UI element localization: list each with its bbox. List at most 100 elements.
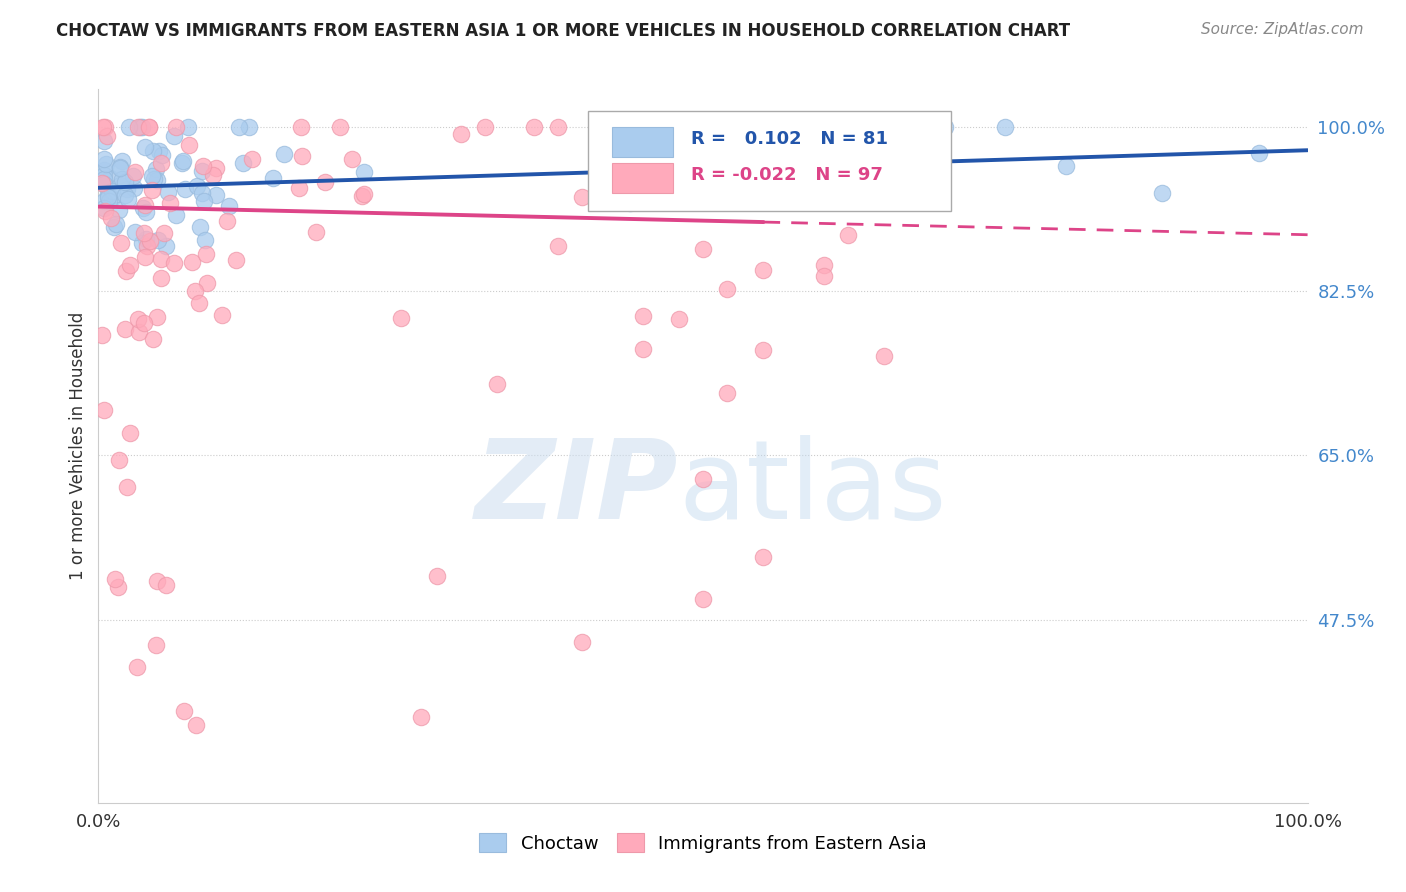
Point bbox=[165, 120, 187, 134]
Point bbox=[93, 152, 115, 166]
Point bbox=[426, 569, 449, 583]
Point bbox=[353, 165, 375, 179]
Point bbox=[114, 188, 136, 202]
Point bbox=[194, 247, 217, 261]
Point bbox=[155, 578, 177, 592]
Point bbox=[139, 235, 162, 249]
Point bbox=[692, 592, 714, 607]
Point bbox=[474, 120, 496, 134]
Point bbox=[98, 194, 121, 208]
Point bbox=[100, 191, 122, 205]
Point bbox=[128, 326, 150, 340]
Point bbox=[141, 183, 163, 197]
Point bbox=[193, 194, 215, 208]
Point bbox=[157, 185, 180, 199]
Point bbox=[194, 233, 217, 247]
Point bbox=[411, 710, 433, 724]
Point bbox=[188, 220, 211, 235]
Point bbox=[134, 140, 156, 154]
Point bbox=[124, 165, 146, 179]
Point bbox=[96, 128, 118, 143]
Text: atlas: atlas bbox=[679, 435, 948, 542]
Point bbox=[136, 238, 159, 252]
Point bbox=[486, 377, 509, 392]
Point bbox=[127, 120, 149, 134]
Point bbox=[273, 147, 295, 161]
Point bbox=[135, 205, 157, 219]
Point bbox=[117, 120, 139, 134]
Point bbox=[93, 168, 115, 182]
Point bbox=[547, 120, 569, 134]
Point bbox=[1249, 146, 1271, 161]
Point bbox=[631, 309, 654, 323]
Point bbox=[752, 549, 775, 564]
Point bbox=[218, 199, 240, 213]
Point bbox=[94, 203, 117, 218]
Point bbox=[107, 453, 129, 467]
Point bbox=[93, 171, 115, 186]
Text: ZIP: ZIP bbox=[475, 435, 679, 542]
Point bbox=[97, 186, 120, 201]
Point bbox=[131, 120, 153, 134]
Point bbox=[262, 171, 284, 186]
Point bbox=[141, 169, 163, 184]
Point bbox=[120, 425, 142, 440]
Point bbox=[135, 231, 157, 245]
Point bbox=[125, 660, 148, 674]
Point bbox=[595, 171, 617, 186]
FancyBboxPatch shape bbox=[613, 127, 672, 157]
Point bbox=[114, 322, 136, 336]
Point bbox=[205, 188, 228, 202]
Point bbox=[93, 194, 115, 209]
Point bbox=[191, 159, 214, 173]
Point bbox=[138, 120, 160, 134]
Point bbox=[291, 148, 314, 162]
Text: R =   0.102   N = 81: R = 0.102 N = 81 bbox=[690, 130, 889, 148]
Point bbox=[115, 182, 138, 196]
Point bbox=[172, 154, 194, 169]
Text: CHOCTAW VS IMMIGRANTS FROM EASTERN ASIA 1 OR MORE VEHICLES IN HOUSEHOLD CORRELAT: CHOCTAW VS IMMIGRANTS FROM EASTERN ASIA … bbox=[56, 22, 1070, 40]
Point bbox=[228, 120, 250, 134]
Point bbox=[146, 574, 169, 589]
Point bbox=[117, 192, 139, 206]
Point bbox=[873, 349, 896, 363]
Point bbox=[163, 129, 186, 144]
Point bbox=[111, 154, 134, 169]
Point bbox=[100, 211, 122, 225]
Point bbox=[873, 120, 896, 134]
Point bbox=[389, 311, 412, 326]
Point bbox=[122, 181, 145, 195]
Point bbox=[153, 226, 176, 240]
Point bbox=[107, 580, 129, 594]
Point bbox=[104, 218, 127, 232]
Point bbox=[108, 202, 131, 217]
Point bbox=[290, 120, 312, 134]
Point bbox=[93, 202, 115, 216]
Point bbox=[150, 147, 173, 161]
Point bbox=[104, 572, 127, 586]
Point bbox=[115, 480, 138, 494]
Point bbox=[163, 255, 186, 269]
Point bbox=[873, 155, 896, 169]
Point bbox=[150, 252, 173, 266]
Point bbox=[571, 635, 593, 649]
Point bbox=[129, 120, 152, 134]
Point bbox=[619, 196, 641, 211]
Point bbox=[142, 145, 165, 159]
Point bbox=[813, 258, 835, 272]
Point bbox=[93, 134, 115, 148]
Point bbox=[191, 164, 214, 178]
Legend: Choctaw, Immigrants from Eastern Asia: Choctaw, Immigrants from Eastern Asia bbox=[472, 826, 934, 860]
Point bbox=[165, 208, 187, 222]
Point bbox=[170, 155, 193, 169]
Point bbox=[148, 144, 170, 158]
Point bbox=[111, 171, 134, 186]
Point bbox=[94, 157, 117, 171]
Point bbox=[132, 201, 155, 215]
Point bbox=[91, 176, 114, 190]
Point bbox=[288, 181, 311, 195]
Point bbox=[668, 312, 690, 326]
Point bbox=[188, 295, 211, 310]
Point bbox=[523, 120, 546, 134]
Point bbox=[934, 120, 956, 134]
